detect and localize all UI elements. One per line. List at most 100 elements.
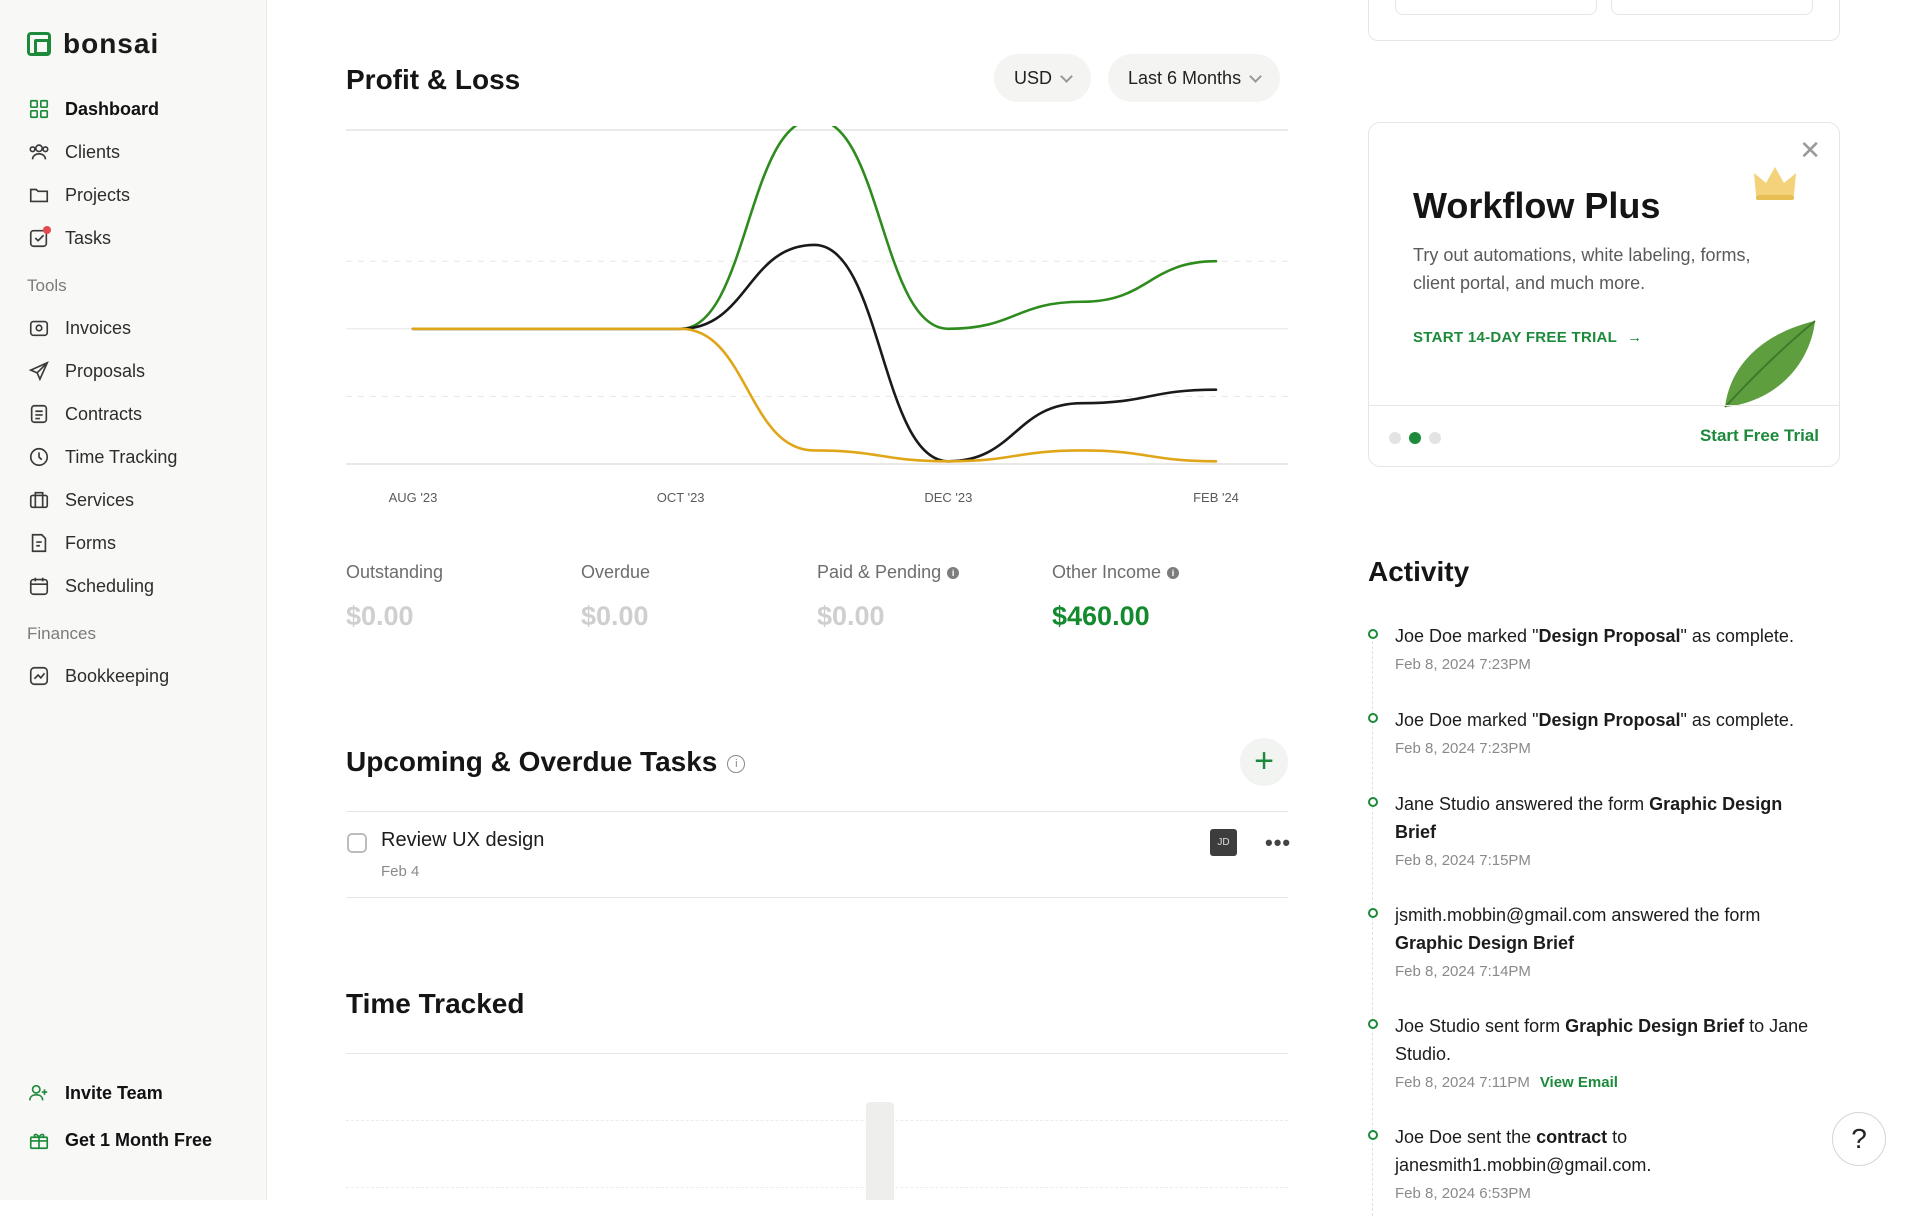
summary-value: $460.00: [1052, 601, 1150, 631]
series-line-2: [411, 327, 1218, 463]
sidebar-item-contracts[interactable]: Contracts: [27, 399, 142, 429]
view-email-link[interactable]: View Email: [1539, 1074, 1618, 1091]
crown-icon: [1754, 167, 1796, 200]
x-tick-label: FEB '24: [1193, 490, 1239, 505]
grid-line: [346, 1120, 1288, 1121]
sidebar-item-label: Forms: [65, 532, 116, 553]
activity-text-part: Joe Doe sent the: [1395, 1127, 1537, 1147]
promo-footer: Start Free Trial: [1369, 405, 1839, 466]
start-free-trial-button[interactable]: Start Free Trial: [1699, 426, 1819, 445]
info-icon[interactable]: i: [1167, 566, 1180, 579]
get-free-month-button[interactable]: Get 1 Month Free: [27, 1125, 212, 1155]
top-card-tab[interactable]: [1395, 0, 1597, 15]
chevron-down-icon: [1249, 69, 1262, 83]
activity-title: Activity: [1368, 556, 1470, 587]
sidebar-item-time-tracking[interactable]: Time Tracking: [27, 442, 177, 472]
activity-text-part: jsmith.mobbin@gmail.com answered the for…: [1395, 905, 1761, 925]
activity-text-bold: Design Proposal: [1538, 710, 1681, 730]
summary-other-income: Other Income i $460.00: [1052, 562, 1180, 632]
timeline-dot: [1368, 629, 1378, 639]
currency-dropdown[interactable]: USD: [994, 54, 1092, 102]
invite-team-button[interactable]: Invite Team: [27, 1078, 163, 1108]
period-value: Last 6 Months: [1128, 67, 1242, 88]
add-user-icon: [27, 1081, 51, 1105]
summary-value: $0.00: [581, 601, 649, 631]
sidebar-item-label: Contracts: [65, 403, 143, 424]
activity-text: Joe Doe marked "Design Proposal" as comp…: [1395, 622, 1828, 650]
activity-text-part: Jane Studio answered the form: [1395, 794, 1650, 814]
activity-text-bold: contract: [1536, 1127, 1608, 1147]
summary-label: Overdue: [581, 562, 651, 582]
activity-time: Feb 8, 2024 6:53PM: [1395, 1185, 1531, 1202]
notification-dot: [43, 226, 51, 234]
sidebar-item-label: Scheduling: [65, 575, 155, 596]
activity-item: Joe Studio sent form Graphic Design Brie…: [1368, 1012, 1828, 1091]
users-icon: [27, 140, 51, 164]
info-icon[interactable]: i: [947, 566, 960, 579]
activity-text-bold: Graphic Design Brief: [1395, 933, 1575, 953]
tasks-title-text: Upcoming & Overdue Tasks: [346, 746, 718, 777]
activity-timeline: [1372, 636, 1373, 1216]
info-icon[interactable]: i: [727, 754, 746, 773]
activity-text: Joe Doe sent the contract to janesmith1.…: [1395, 1123, 1828, 1179]
activity-text-part: " as complete.: [1680, 626, 1794, 646]
period-dropdown[interactable]: Last 6 Months: [1108, 54, 1281, 102]
summary-label: Outstanding: [346, 562, 444, 582]
activity-time: Feb 8, 2024 7:14PM: [1395, 963, 1531, 980]
activity-time: Feb 8, 2024 7:11PM View Email: [1395, 1074, 1828, 1091]
sidebar-item-forms[interactable]: Forms: [27, 528, 116, 558]
sidebar-item-label: Proposals: [65, 360, 146, 381]
add-task-button[interactable]: +: [1240, 738, 1288, 786]
bonsai-logo[interactable]: bonsai: [27, 28, 159, 60]
free-trial-link[interactable]: START 14-DAY FREE TRIAL →: [1413, 329, 1642, 346]
sidebar-item-label: Dashboard: [65, 98, 160, 119]
sidebar-item-scheduling[interactable]: Scheduling: [27, 571, 154, 601]
avatar: JD: [1210, 829, 1237, 856]
series-line-0: [411, 126, 1218, 331]
summary-label: Other Income: [1052, 562, 1162, 582]
more-icon[interactable]: •••: [1265, 830, 1292, 855]
close-icon[interactable]: ✕: [1799, 135, 1821, 165]
task-checkbox[interactable]: [347, 833, 367, 853]
sidebar-item-dashboard[interactable]: Dashboard: [27, 94, 159, 124]
sidebar-item-tasks[interactable]: Tasks: [27, 223, 111, 253]
sidebar-item-label: Services: [65, 489, 135, 510]
help-button[interactable]: ?: [1832, 1112, 1886, 1166]
carousel-dot-active[interactable]: [1409, 432, 1421, 444]
x-tick-label: DEC '23: [924, 490, 972, 505]
briefcase-icon: [27, 488, 51, 512]
app-name: bonsai: [63, 28, 160, 59]
activity-text-part: " as complete.: [1680, 710, 1794, 730]
grid-line: [346, 1187, 1288, 1188]
activity-text-bold: Graphic Design Brief: [1565, 1016, 1745, 1036]
sidebar-item-invoices[interactable]: Invoices: [27, 313, 131, 343]
activity-text: jsmith.mobbin@gmail.com answered the for…: [1395, 901, 1828, 957]
activity-item: jsmith.mobbin@gmail.com answered the for…: [1368, 901, 1828, 980]
divider: [346, 897, 1288, 898]
activity-text-part: Joe Doe marked ": [1395, 626, 1539, 646]
activity-text-part: to janesmith1.mobbin@gmail.com.: [1395, 1127, 1652, 1175]
carousel-dot[interactable]: [1389, 432, 1401, 444]
activity-text-part: Joe Doe marked ": [1395, 710, 1539, 730]
task-title[interactable]: Review UX design: [381, 829, 545, 851]
dashboard-icon: [27, 97, 51, 121]
sidebar-item-proposals[interactable]: Proposals: [27, 356, 145, 386]
chevron-down-icon: [1060, 69, 1073, 83]
profit-loss-title: Profit & Loss: [346, 64, 521, 95]
promo-title: Workflow Plus: [1413, 185, 1661, 226]
activity-item: Joe Doe marked "Design Proposal" as comp…: [1368, 706, 1828, 757]
sidebar-item-label: Time Tracking: [65, 446, 178, 467]
sidebar: bonsai Dashboard Clients Projects Tasks …: [0, 0, 267, 1200]
sidebar-item-label: Tasks: [65, 227, 112, 248]
activity-item: Jane Studio answered the form Graphic De…: [1368, 790, 1828, 869]
sidebar-item-clients[interactable]: Clients: [27, 137, 120, 167]
summary-value: $0.00: [346, 601, 414, 631]
divider: [346, 811, 1288, 812]
carousel-dot[interactable]: [1429, 432, 1441, 444]
section-label-tools: Tools: [27, 276, 67, 295]
top-card-tab[interactable]: [1611, 0, 1813, 15]
sidebar-item-services[interactable]: Services: [27, 485, 134, 515]
section-label-finances: Finances: [27, 624, 96, 643]
sidebar-item-projects[interactable]: Projects: [27, 180, 130, 210]
sidebar-item-bookkeeping[interactable]: Bookkeeping: [27, 661, 169, 691]
